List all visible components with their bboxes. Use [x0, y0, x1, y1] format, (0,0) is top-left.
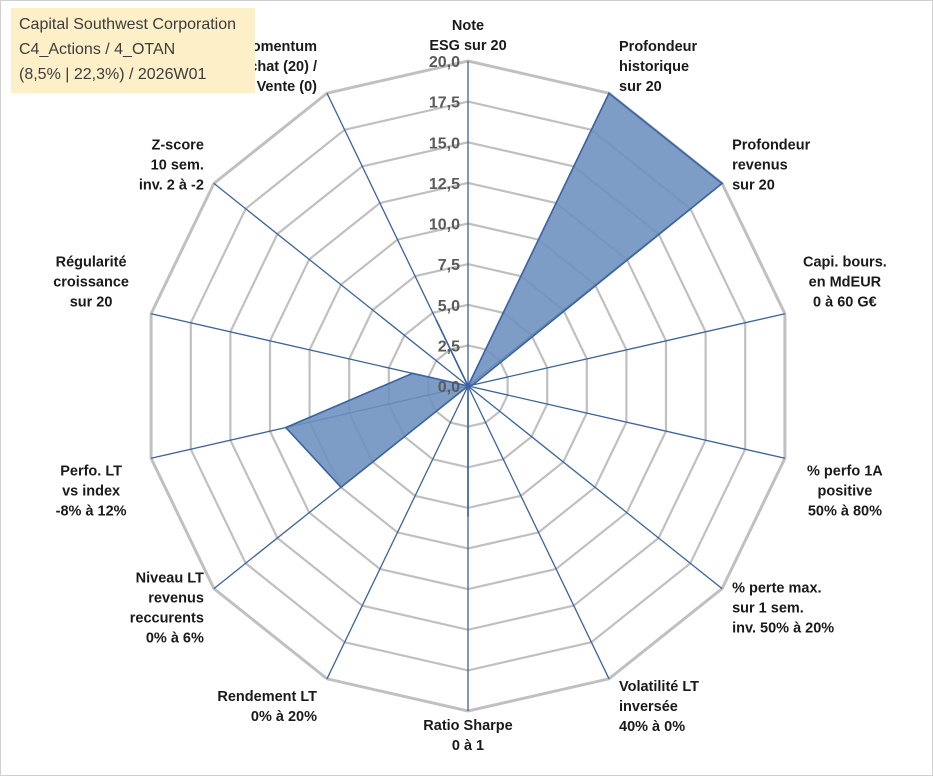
axis-label: Note ESG sur 20 — [429, 18, 506, 54]
tick-label: 15,0 — [429, 135, 460, 152]
series-point — [472, 384, 474, 386]
axis-label: % perfo 1A positive 50% à 80% — [807, 463, 883, 519]
axis-label: Rendement LT 0% à 20% — [217, 689, 317, 725]
chart-title-box: Capital Southwest Corporation C4_Actions… — [11, 8, 255, 93]
axis-label: Momentum Achat (20) / Vente (0) — [239, 39, 317, 95]
tick-label: 10,0 — [429, 217, 460, 234]
title-category: C4_Actions / 4_OTAN — [19, 41, 176, 58]
series-point — [467, 385, 469, 387]
tick-label: 7,5 — [438, 257, 460, 274]
axis-spoke — [326, 385, 469, 680]
tick-label: 2,5 — [438, 338, 460, 355]
series-point — [721, 182, 723, 185]
tick-label: 17,5 — [429, 95, 460, 112]
axis-spoke — [467, 385, 610, 680]
tick-label: 0,0 — [438, 379, 460, 396]
axis-label: Z-score 10 sem. inv. 2 à -2 — [139, 138, 204, 194]
axis-label: Perfo. LT vs index -8% à 12% — [56, 463, 127, 519]
series-point — [340, 486, 342, 489]
axis-labels: Note ESG sur 20 Profondeur historique sur 20… — [53, 18, 887, 754]
axis-label: Volatilité LT inversée 40% à 0% — [619, 679, 699, 735]
axis-label: Capi. bours. en MdEUR 0 à 60 G€ — [803, 255, 887, 311]
radar-series — [284, 91, 724, 517]
axis-label: Régularité croissance sur 20 — [53, 255, 129, 311]
axis-label: Profondeur historique sur 20 — [619, 39, 697, 95]
title-period: (8,5% | 22,3%) / 2026W01 — [19, 66, 207, 83]
axis-label: Niveau LT revenus reccurents 0% à 6% — [130, 570, 204, 646]
tick-label: 20,0 — [429, 54, 460, 71]
title-company: Capital Southwest Corporation — [19, 16, 237, 33]
axis-label: Ratio Sharpe 0 à 1 — [423, 718, 512, 754]
series-point — [608, 92, 610, 94]
axis-spoke — [467, 385, 723, 590]
tick-label: 12,5 — [429, 176, 460, 193]
series-point — [285, 426, 287, 429]
axis-label: Profondeur revenus sur 20 — [732, 138, 810, 194]
axis-spoke — [213, 182, 469, 387]
axis-spoke — [467, 313, 786, 387]
axis-label: % perte max. sur 1 sem. inv. 50% à 20% — [732, 580, 834, 636]
tick-label: 5,0 — [438, 298, 460, 315]
series-point — [435, 319, 438, 321]
series-point — [411, 372, 414, 375]
radial-tick-labels: 0,0 2,5 5,0 7,5 10,0 12,5 15,0 17,5 20,0 — [429, 54, 460, 396]
series-point — [467, 515, 469, 517]
axis-spoke — [467, 385, 786, 459]
